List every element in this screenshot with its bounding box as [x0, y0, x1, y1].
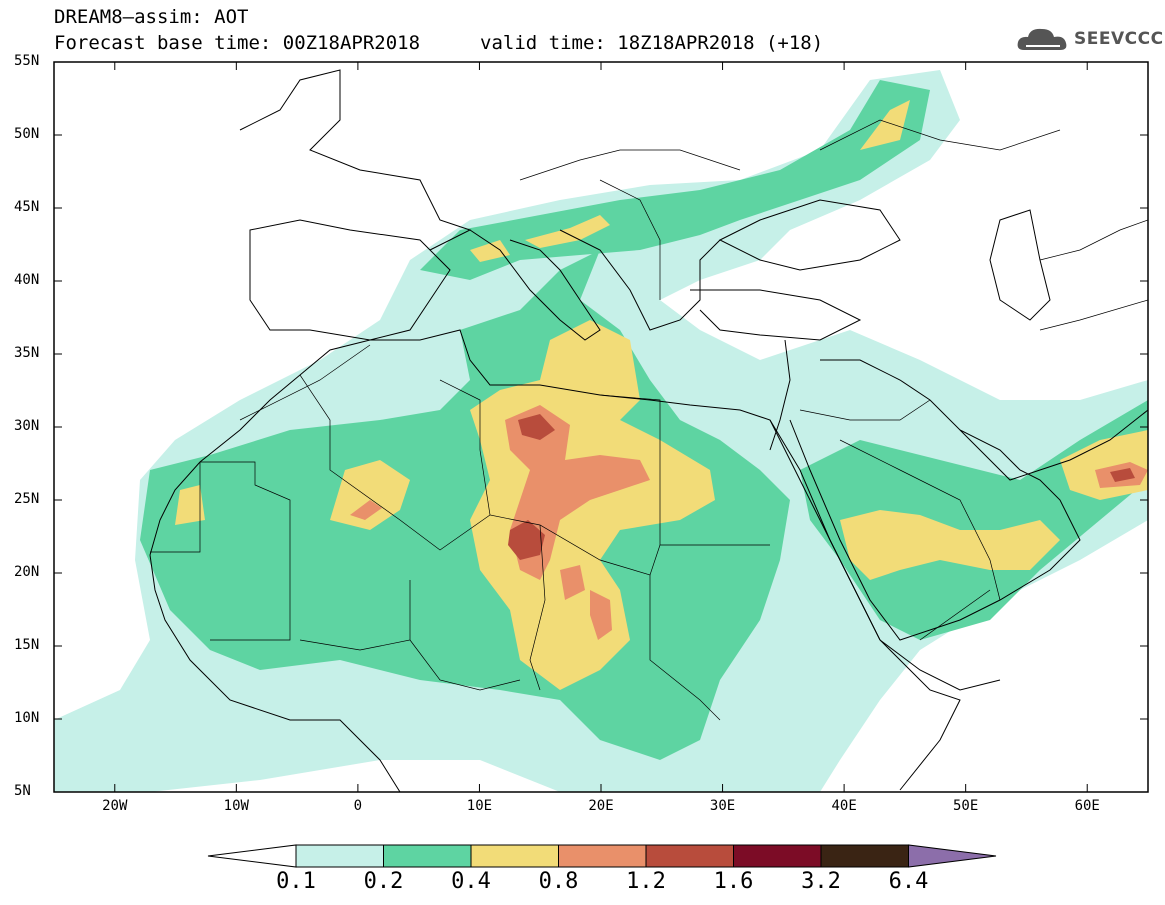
colorbar-box [820, 844, 909, 868]
map-title: DREAM8–assim: AOT [54, 6, 249, 28]
colorbar-low-triangle [207, 844, 297, 868]
coastline-balkans [559, 229, 721, 331]
colorbar-box [383, 844, 472, 868]
coastline-horn-africa [879, 639, 1001, 691]
coastline-persian-gulf [959, 409, 1148, 481]
coastline-italy [469, 229, 601, 341]
lat-tick-label: 25N [14, 491, 40, 507]
coastline-black-sea [718, 199, 901, 271]
coastline-turkey [690, 289, 862, 341]
aot-field-1.2 [508, 414, 555, 560]
coastline-west-africa [149, 554, 401, 792]
colorbar-label: 0.4 [451, 869, 491, 894]
lat-tick-label: 15N [14, 637, 40, 653]
lon-tick-label: 30E [709, 798, 736, 814]
colorbar-label: 0.1 [276, 869, 316, 894]
lon-tick-label: 10E [466, 798, 493, 814]
lon-tick-label: 20E [588, 798, 614, 814]
coastline-levant [769, 339, 791, 451]
colorbar-box [295, 844, 384, 868]
coastline-caspian [989, 209, 1051, 321]
colorbar-label: 1.2 [626, 869, 666, 894]
aot-field-0.4-morocco [175, 485, 205, 525]
lat-tick-label: 30N [14, 418, 40, 434]
country-borders [150, 119, 1148, 721]
coastline-france-uk [239, 69, 472, 251]
axis-ticks [54, 61, 1148, 793]
lon-tick-label: 20W [102, 798, 128, 814]
logo-text: SEEVCCC [1074, 29, 1164, 49]
lat-tick-label: 50N [14, 126, 40, 142]
aot-field-1.2-gulf [1110, 468, 1135, 482]
coastline-arabia [789, 359, 1081, 641]
lat-tick-label: 55N [14, 53, 40, 69]
lon-tick-label: 60E [1074, 798, 1100, 814]
lat-tick-label: 45N [14, 199, 40, 215]
colorbar-box [733, 844, 822, 868]
lat-tick-label: 40N [14, 272, 40, 288]
aot-field-0.4-adriatic [470, 215, 610, 262]
colorbar-label: 1.6 [713, 869, 754, 894]
valid-time: valid time: 18Z18APR2018 (+18) [480, 32, 824, 54]
lon-tick-label: 50E [953, 798, 979, 814]
colorbar-label: 0.8 [538, 869, 579, 894]
aot-field-0.2-europe [420, 80, 930, 280]
aot-contours [54, 70, 1148, 792]
aot-field-0.4-black-sea [860, 100, 910, 150]
colorbar-label: 6.4 [888, 869, 929, 894]
lon-tick-label: 0 [353, 798, 363, 814]
coastline-iberia [249, 219, 451, 341]
colorbar-box [470, 844, 559, 868]
forecast-base-time: Forecast base time: 00Z18APR2018 [54, 32, 421, 54]
lat-tick-label: 20N [14, 564, 40, 580]
colorbar-label: 0.2 [363, 869, 404, 894]
cloud-icon [1017, 28, 1067, 50]
colorbar-box [558, 844, 647, 868]
lat-tick-label: 5N [14, 783, 31, 799]
lon-tick-label: 40E [831, 798, 857, 814]
lat-tick-label: 35N [14, 345, 40, 361]
aot-field-0.8-south [560, 565, 612, 640]
lat-tick-label: 10N [14, 710, 40, 726]
coastline-red-sea [769, 419, 881, 641]
colorbar-box [645, 844, 734, 868]
seevccc-logo: SEEVCCC [1016, 26, 1163, 54]
aot-field-0.4-arabia [840, 510, 1060, 580]
colorbar [207, 844, 997, 868]
aot-field-0.8-west [350, 500, 382, 520]
colorbar-high-triangle [908, 844, 997, 868]
colorbar-label: 3.2 [801, 869, 841, 894]
lon-tick-label: 10W [223, 798, 249, 814]
